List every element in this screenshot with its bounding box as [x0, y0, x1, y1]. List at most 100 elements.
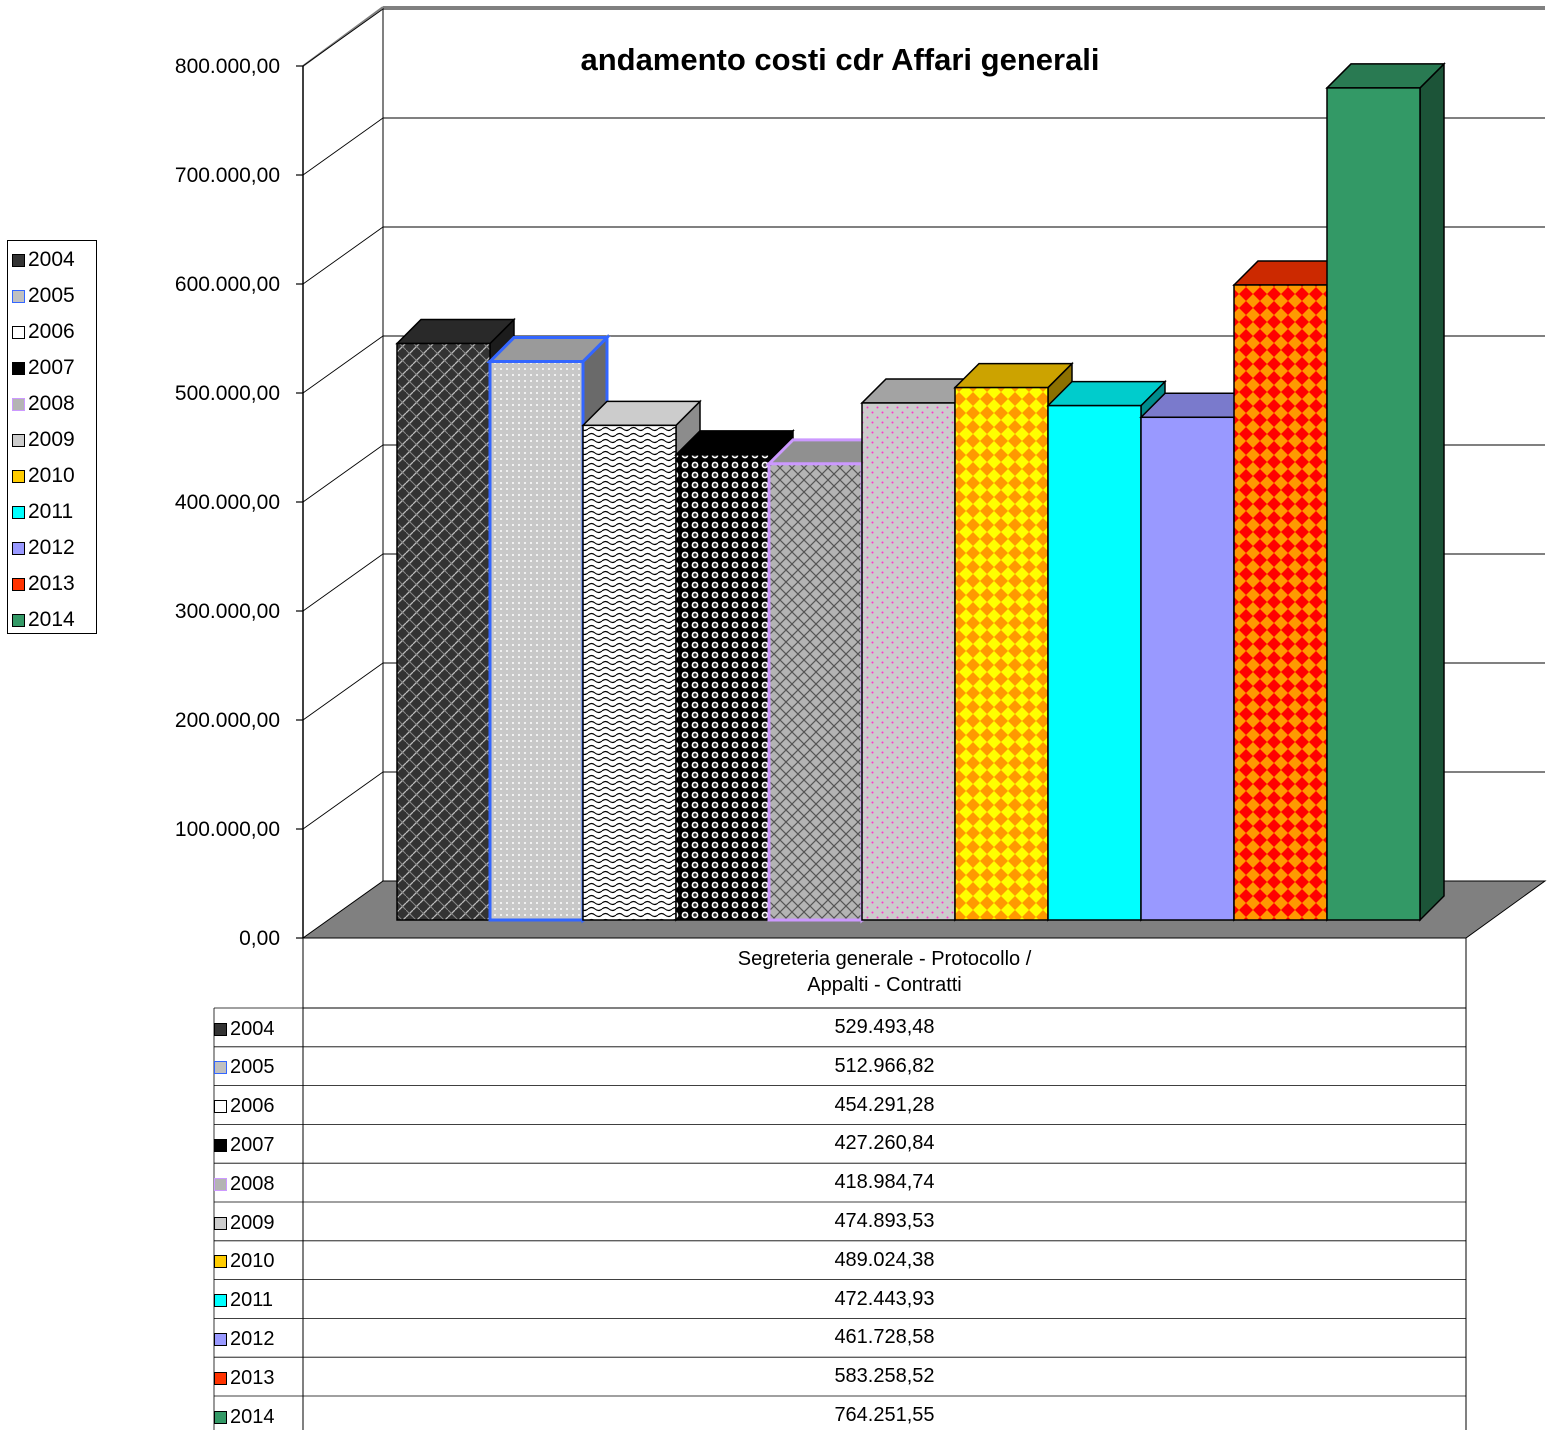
table-swatch	[214, 1100, 227, 1113]
table-value-2004: 529.493,48	[303, 1016, 1466, 1039]
table-value-2010: 489.024,38	[303, 1249, 1466, 1272]
table-row-label-2014: 2014	[214, 1398, 275, 1436]
legend-item-2006: 2006	[12, 315, 75, 349]
table-series-name: 2009	[230, 1212, 275, 1235]
legend-item-2011: 2011	[12, 495, 73, 529]
legend-swatch	[12, 470, 25, 483]
legend-item-2008: 2008	[12, 387, 75, 421]
legend-label: 2006	[28, 320, 75, 344]
bars	[397, 64, 1444, 920]
legend-label: 2005	[28, 284, 75, 308]
legend-swatch	[12, 614, 25, 627]
table-swatch	[214, 1139, 227, 1152]
table-row-label-2013: 2013	[214, 1359, 275, 1397]
legend-swatch	[12, 290, 25, 303]
bar-front-2011	[1048, 406, 1141, 920]
bar-front-2005	[490, 362, 583, 920]
table-series-name: 2012	[230, 1328, 275, 1351]
legend-item-2012: 2012	[12, 531, 75, 565]
table-row-label-2007: 2007	[214, 1126, 275, 1164]
legend-swatch	[12, 326, 25, 339]
y-tick-label: 700.000,00	[175, 164, 280, 187]
gridline-side	[303, 118, 383, 175]
legend-item-2013: 2013	[12, 567, 75, 601]
gridline-side	[303, 554, 383, 611]
table-row-label-2004: 2004	[214, 1010, 275, 1048]
table-row-label-2009: 2009	[214, 1204, 275, 1242]
category-label-line-1: Segreteria generale - Protocollo /	[303, 946, 1466, 972]
gridline-side	[303, 663, 383, 720]
gridline-side	[303, 227, 383, 284]
y-tick-label: 400.000,00	[175, 491, 280, 514]
legend-label: 2008	[28, 392, 75, 416]
legend-label: 2012	[28, 536, 75, 560]
legend-swatch	[12, 434, 25, 447]
bar-front-2006	[583, 425, 676, 920]
table-row-label-2006: 2006	[214, 1088, 275, 1126]
y-tick-label: 100.000,00	[175, 818, 280, 841]
legend-label: 2009	[28, 428, 75, 452]
gridline-side	[303, 772, 383, 829]
table-series-name: 2008	[230, 1173, 275, 1196]
legend-label: 2014	[28, 608, 75, 632]
legend-item-2009: 2009	[12, 423, 75, 457]
bar-front-2004	[397, 344, 490, 920]
chart-title: andamento costi cdr Affari generali	[440, 42, 1240, 78]
table-row-label-2011: 2011	[214, 1282, 273, 1320]
table-swatch	[214, 1255, 227, 1268]
legend-label: 2010	[28, 464, 75, 488]
legend: 2004 2005 2006 2007 2008 2009 2010 2011 2012 2013…	[7, 240, 97, 634]
gridline-side	[303, 9, 383, 66]
category-label: Segreteria generale - Protocollo / Appal…	[303, 946, 1466, 998]
table-swatch	[214, 1411, 227, 1424]
bar-front-2014	[1327, 88, 1420, 920]
y-tick-label: 500.000,00	[175, 382, 280, 405]
bar-front-2008	[769, 464, 862, 920]
table-value-2008: 418.984,74	[303, 1171, 1466, 1194]
gridline-side	[303, 445, 383, 502]
legend-swatch	[12, 398, 25, 411]
bar-side-2014	[1420, 64, 1444, 920]
y-tick-label: 0,00	[239, 927, 280, 950]
legend-item-2004: 2004	[12, 243, 75, 277]
table-value-2009: 474.893,53	[303, 1210, 1466, 1233]
legend-swatch	[12, 578, 25, 591]
y-tick-label: 600.000,00	[175, 273, 280, 296]
table-swatch	[214, 1372, 227, 1385]
table-swatch	[214, 1023, 227, 1036]
table-swatch	[214, 1217, 227, 1230]
bar-front-2013	[1234, 285, 1327, 920]
legend-item-2010: 2010	[12, 459, 75, 493]
legend-swatch	[12, 506, 25, 519]
legend-item-2014: 2014	[12, 603, 75, 637]
bar-front-2010	[955, 388, 1048, 920]
legend-label: 2004	[28, 248, 75, 272]
table-series-name: 2007	[230, 1134, 275, 1157]
legend-swatch	[12, 542, 25, 555]
table-row-label-2012: 2012	[214, 1320, 275, 1358]
table-value-2005: 512.966,82	[303, 1055, 1466, 1078]
table-series-name: 2005	[230, 1056, 275, 1079]
gridline-side	[303, 336, 383, 393]
table-value-2013: 583.258,52	[303, 1365, 1466, 1388]
legend-swatch	[12, 254, 25, 267]
legend-label: 2011	[28, 500, 73, 524]
legend-item-2005: 2005	[12, 279, 75, 313]
table-series-name: 2013	[230, 1367, 275, 1390]
bar-2014	[1327, 64, 1444, 920]
table-series-name: 2014	[230, 1406, 275, 1429]
y-axis: 0,00 100.000,00 200.000,00 300.000,00 400.00…	[175, 55, 303, 950]
table-swatch	[214, 1333, 227, 1346]
legend-label: 2007	[28, 356, 75, 380]
bar-front-2009	[862, 403, 955, 920]
table-swatch	[214, 1178, 227, 1191]
bar-front-2007	[676, 455, 769, 920]
table-series-name: 2011	[230, 1289, 273, 1312]
table-swatch	[214, 1294, 227, 1307]
y-tick-label: 300.000,00	[175, 600, 280, 623]
table-row-label-2010: 2010	[214, 1243, 275, 1281]
table-value-2006: 454.291,28	[303, 1094, 1466, 1117]
table-swatch	[214, 1061, 227, 1074]
table-row-label-2008: 2008	[214, 1165, 275, 1203]
table-series-name: 2010	[230, 1250, 275, 1273]
